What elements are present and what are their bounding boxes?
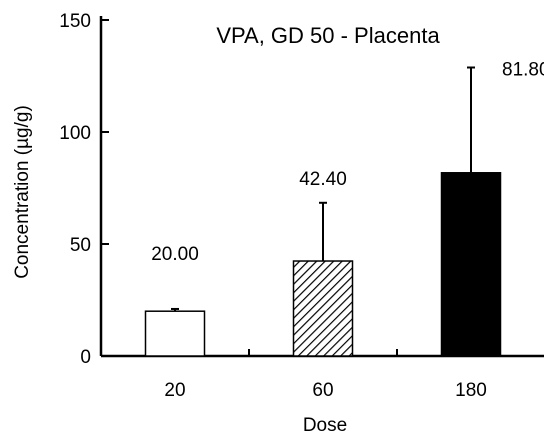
x-axis-label: Dose	[303, 415, 347, 436]
bar-dose-20	[144, 310, 206, 357]
data-label: 20.00	[151, 244, 199, 265]
x-tick-label: 180	[455, 380, 487, 401]
y-tick-label: 100	[59, 123, 91, 144]
y-tick-label: 0	[80, 347, 91, 368]
y-axis-label: Concentration (µg/g)	[12, 105, 33, 279]
bar-dose-60	[292, 260, 354, 357]
data-label: 42.40	[299, 169, 347, 190]
y-tick-label: 150	[59, 11, 91, 32]
x-tick-label: 60	[312, 380, 333, 401]
plot-area: 0 50 100 150 20 20.00 60 42.40 180 81.80	[59, 11, 544, 401]
x-tick-label: 20	[164, 380, 185, 401]
chart-title: VPA, GD 50 - Placenta	[216, 23, 440, 48]
bar-dose-180	[440, 172, 502, 357]
y-tick-label: 50	[70, 235, 91, 256]
data-label: 81.80	[502, 59, 544, 80]
